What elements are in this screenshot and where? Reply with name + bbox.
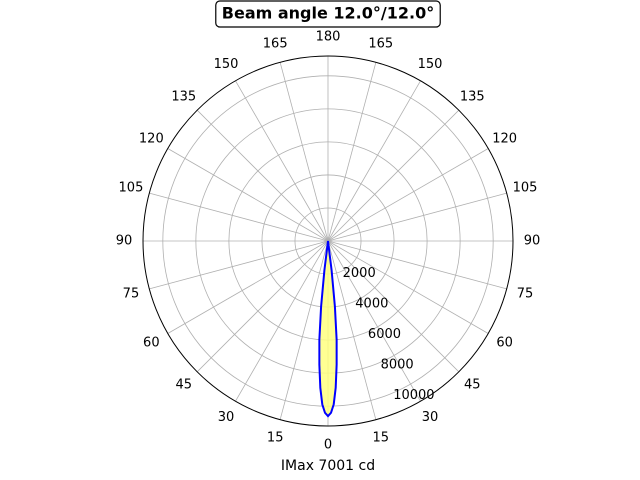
angular-grid-line [167, 148, 329, 242]
angular-grid-line [279, 240, 329, 420]
title-frame [215, 0, 441, 28]
angular-grid-line [167, 240, 329, 334]
angle-tick-label: 0 [324, 438, 332, 453]
angle-tick-label: 60 [496, 336, 513, 351]
angular-grid-line [327, 192, 507, 242]
angle-tick-label: 120 [492, 132, 517, 147]
angular-grid-line [327, 62, 377, 242]
angle-tick-label: 105 [119, 181, 144, 196]
angular-grid-line [327, 109, 460, 242]
title-box: Beam angle 12.0°/12.0° [215, 0, 441, 28]
angular-grid-line [235, 80, 329, 242]
angular-grid-line [235, 240, 329, 402]
radial-tick-label: 2000 [343, 266, 376, 281]
angle-tick-label: 15 [267, 431, 284, 446]
angle-tick-label: 120 [139, 132, 164, 147]
angular-grid-line [196, 240, 329, 373]
radial-tick-label: 6000 [368, 327, 401, 342]
angle-tick-label: 180 [316, 30, 341, 45]
angular-grid-line [327, 240, 507, 290]
chart-title: Beam angle 12.0°/12.0° [222, 4, 434, 23]
angle-tick-label: 90 [116, 234, 133, 249]
angle-tick-label: 30 [422, 410, 439, 425]
angle-tick-label: 60 [143, 336, 160, 351]
radial-tick-label: 4000 [355, 297, 388, 312]
angular-grid-line [327, 148, 489, 242]
beam-line [318, 240, 338, 418]
angle-tick-label: 30 [218, 410, 235, 425]
angular-grid-line [149, 240, 329, 290]
angular-grid-line [196, 109, 329, 242]
angle-tick-label: 150 [418, 57, 443, 72]
angle-tick-label: 105 [513, 181, 538, 196]
angular-grid-line [327, 240, 489, 334]
angular-grid-line [149, 192, 329, 242]
radial-tick-label: 10000 [393, 388, 434, 403]
angle-tick-label: 135 [171, 89, 196, 104]
angular-grid-line [327, 80, 421, 242]
angle-tick-label: 45 [464, 378, 481, 393]
angle-tick-label: 135 [460, 89, 485, 104]
angular-grid-line [327, 240, 377, 420]
radial-tick-label: 8000 [381, 358, 414, 373]
angle-tick-label: 15 [373, 431, 390, 446]
x-axis-label: IMax 7001 cd [281, 458, 375, 474]
angle-tick-label: 90 [524, 234, 541, 249]
angle-tick-label: 150 [214, 57, 239, 72]
angle-tick-label: 75 [123, 286, 140, 301]
angle-tick-label: 165 [263, 36, 288, 51]
angular-grid-line [327, 240, 421, 402]
polar-frame [142, 55, 514, 427]
angle-tick-label: 165 [368, 36, 393, 51]
beam-area [319, 241, 337, 417]
angle-tick-label: 75 [517, 286, 534, 301]
angle-tick-label: 45 [175, 378, 192, 393]
angular-grid-line [279, 62, 329, 242]
angular-grid-line [327, 240, 460, 373]
